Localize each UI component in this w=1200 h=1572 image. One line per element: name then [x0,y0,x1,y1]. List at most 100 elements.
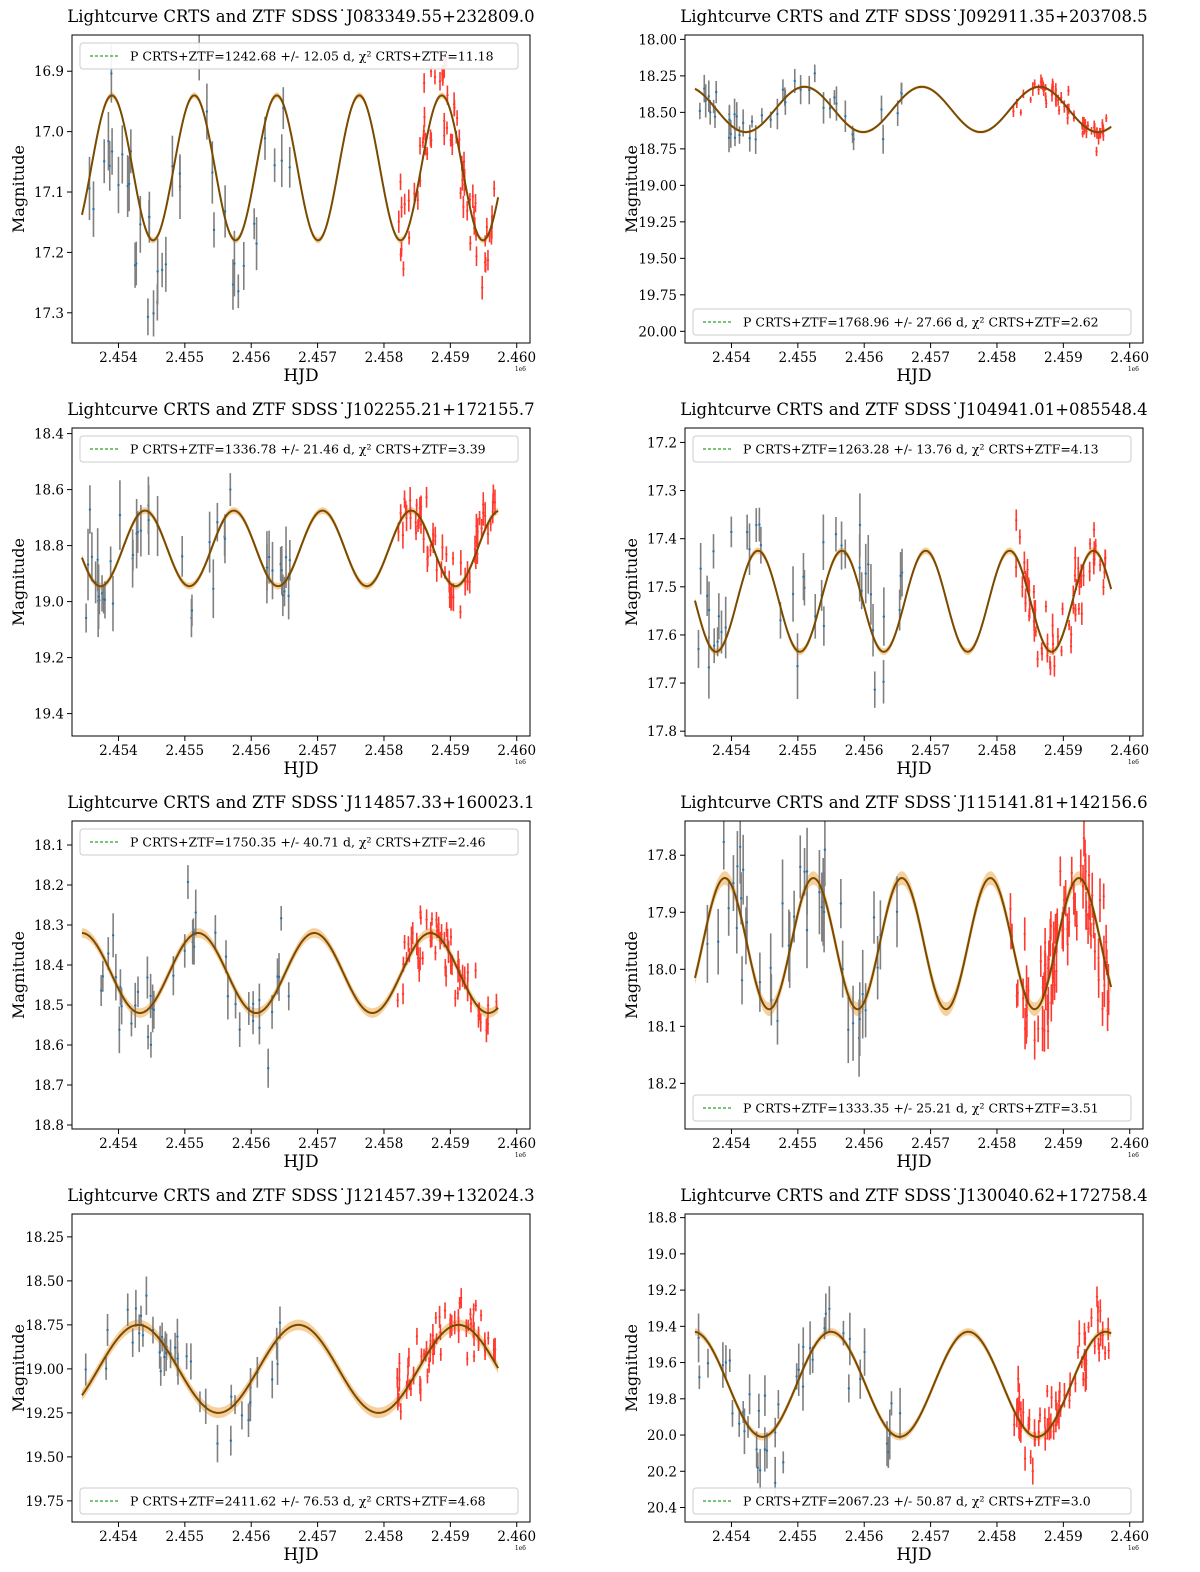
crts-point [717,615,721,618]
ztf-point [1055,969,1058,973]
crts-point [108,164,111,168]
crts-point [185,1355,188,1358]
ztf-point [1023,932,1026,936]
axes-frame [684,34,1144,344]
x-tick-label: 2.459 [431,350,470,366]
ztf-series [396,905,498,1043]
ztf-point [459,191,462,195]
x-tick-label: 2.458 [978,1529,1017,1545]
ztf-point [462,205,465,209]
y-axis-label: Magnitude [9,931,28,1019]
ztf-point [453,1321,456,1324]
ztf-point [426,1374,429,1378]
crts-point [858,566,861,570]
crts-point [101,975,105,978]
ztf-point [1059,96,1063,99]
ztf-point [485,1029,488,1032]
crts-point [808,88,811,92]
crts-point [164,1352,168,1355]
y-tick-label: 19.75 [25,1494,64,1510]
ztf-point [475,255,478,258]
crts-point [872,916,876,919]
crts-point [273,164,276,167]
crts-point [844,115,847,118]
crts-point [278,1321,282,1324]
ztf-point [463,976,466,980]
crts-point [242,264,245,268]
crts-point [728,118,731,121]
ztf-point [456,992,460,995]
crts-point [117,183,120,187]
ztf-point [491,510,494,514]
ztf-point [408,499,412,502]
ztf-point [1057,109,1061,112]
ztf-series [1013,1286,1110,1485]
crts-point [190,609,194,612]
ztf-point [1081,885,1085,888]
ztf-point [434,534,437,538]
ztf-point [431,1352,435,1356]
ztf-point [1046,1389,1049,1393]
crts-point [795,1375,798,1378]
ztf-point [435,918,438,922]
crts-point [835,102,838,105]
model-curve [80,94,500,242]
crts-point [237,290,240,293]
ztf-point [1015,994,1018,997]
ztf-point [443,1309,447,1312]
ztf-point [1105,116,1108,120]
ztf-point [1106,1327,1110,1331]
crts-point [864,1009,867,1012]
crts-point [859,1377,862,1381]
crts-point [111,602,115,605]
x-tick-label: 2.457 [911,743,950,759]
ztf-point [1014,566,1018,569]
x-tick-label: 2.457 [298,350,337,366]
y-tick-label: 17.2 [647,435,677,451]
ztf-point [435,568,438,572]
ztf-point [1015,518,1018,522]
crts-point [238,1028,241,1031]
crts-point [712,550,715,553]
crts-point [722,840,725,844]
ztf-point [1093,950,1097,953]
legend-text: P CRTS+ZTF=2411.62 +/- 76.53 d, χ² CRTS+… [130,1494,486,1509]
crts-point [773,1481,777,1485]
ztf-point [1056,635,1060,638]
ztf-point [449,960,453,963]
y-tick-label: 18.1 [647,1019,677,1035]
y-tick-label: 17.3 [647,484,677,500]
ztf-point [458,978,462,982]
ztf-point [458,1301,461,1305]
ztf-point [1099,1309,1102,1313]
x-tick-label: 2.459 [1044,350,1083,366]
crts-point [739,897,743,900]
y-tick-label: 18.4 [34,958,64,974]
crts-point [851,133,854,136]
ztf-point [1046,966,1050,970]
ztf-point [423,115,426,119]
x-tick-label: 2.457 [298,743,337,759]
ztf-point [397,530,400,534]
ztf-point [1097,978,1100,982]
crts-series [88,35,291,337]
ztf-point [1095,150,1098,153]
y-tick-label: 18.4 [34,427,64,443]
y-tick-label: 17.3 [34,306,64,322]
crts-point [267,555,271,559]
crts-point [864,572,867,575]
ztf-point [1053,963,1056,966]
ztf-point [431,1334,435,1337]
ztf-point [1102,134,1105,138]
x-tick-label: 2.457 [911,1136,950,1152]
crts-point [160,268,164,272]
crts-point [288,558,292,562]
ztf-point [414,521,417,524]
ztf-point [1089,934,1093,937]
y-axis-label: Magnitude [9,145,28,233]
ztf-point [1098,563,1102,567]
ztf-point [1097,1351,1101,1354]
ztf-point [1103,1351,1107,1355]
x-tick-label: 2.456 [845,743,884,759]
ztf-point [1090,1316,1093,1319]
